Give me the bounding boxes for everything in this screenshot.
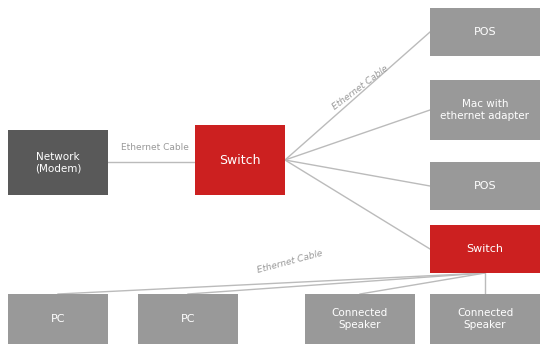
- Text: Switch: Switch: [219, 153, 261, 166]
- Text: Connected
Speaker: Connected Speaker: [332, 308, 388, 330]
- Text: Network
(Modem): Network (Modem): [35, 152, 81, 173]
- FancyBboxPatch shape: [430, 225, 540, 273]
- Text: Connected
Speaker: Connected Speaker: [457, 308, 513, 330]
- Text: PC: PC: [181, 314, 195, 324]
- FancyBboxPatch shape: [195, 125, 285, 195]
- Text: Mac with
ethernet adapter: Mac with ethernet adapter: [440, 99, 530, 121]
- Text: Ethernet Cable: Ethernet Cable: [121, 144, 189, 152]
- FancyBboxPatch shape: [305, 294, 415, 344]
- FancyBboxPatch shape: [430, 294, 540, 344]
- Text: POS: POS: [474, 27, 496, 37]
- FancyBboxPatch shape: [430, 162, 540, 210]
- Text: Ethernet Cable: Ethernet Cable: [331, 64, 390, 112]
- FancyBboxPatch shape: [430, 8, 540, 56]
- Text: Ethernet Cable: Ethernet Cable: [256, 249, 323, 275]
- FancyBboxPatch shape: [8, 130, 108, 195]
- Text: Switch: Switch: [467, 244, 504, 254]
- Text: PC: PC: [51, 314, 65, 324]
- Text: POS: POS: [474, 181, 496, 191]
- FancyBboxPatch shape: [138, 294, 238, 344]
- FancyBboxPatch shape: [8, 294, 108, 344]
- FancyBboxPatch shape: [430, 80, 540, 140]
